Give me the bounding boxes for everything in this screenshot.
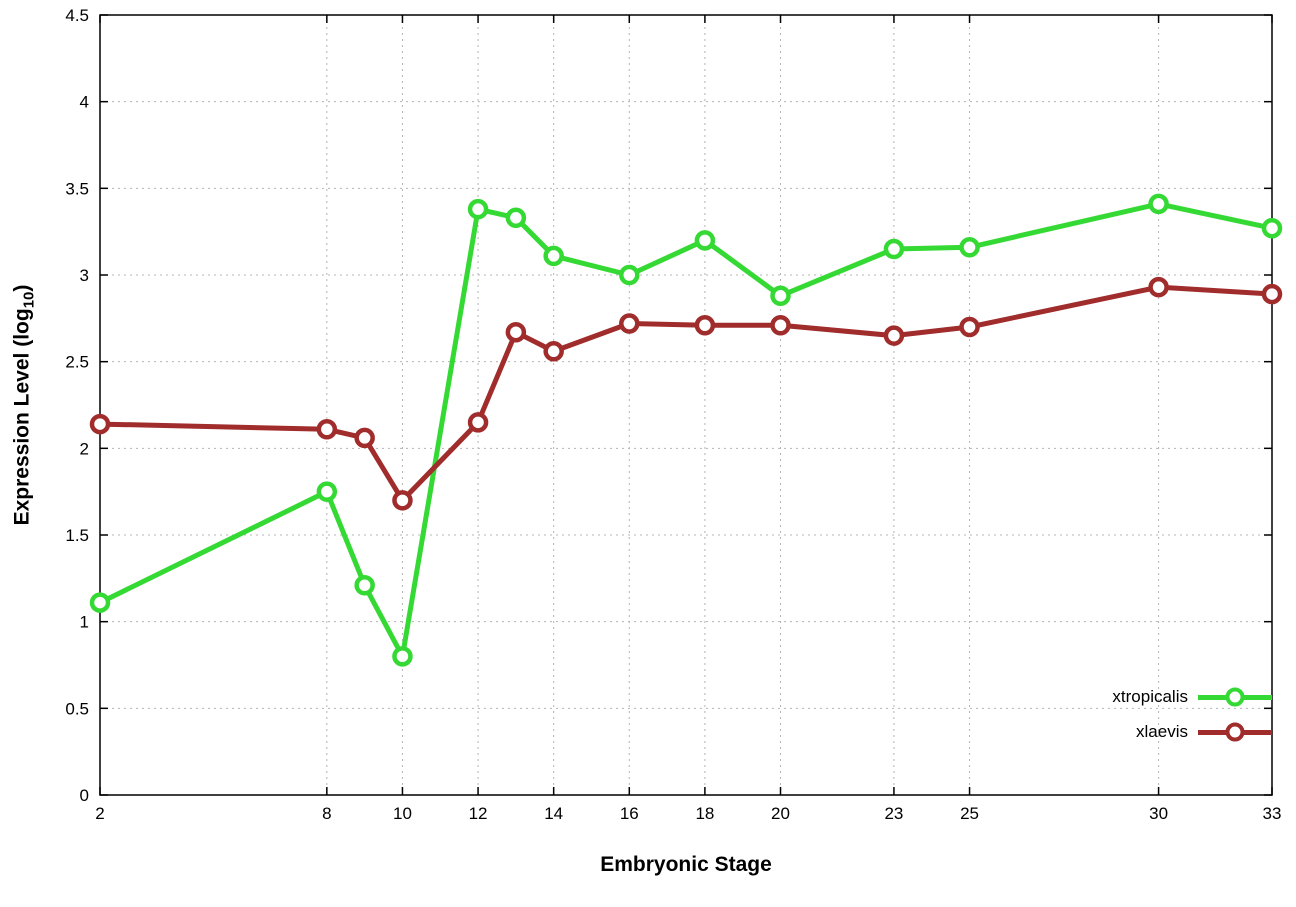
data-point-xlaevis — [392, 490, 413, 511]
y-tick-label: 0 — [80, 786, 89, 805]
x-tick-label: 2 — [95, 804, 104, 823]
series-line-xlaevis — [97, 284, 1275, 503]
data-point-xlaevis — [505, 321, 527, 343]
series-line-xtropicalis — [97, 201, 1275, 659]
data-point-xlaevis — [1261, 283, 1283, 305]
data-point-xtropicalis — [89, 592, 111, 613]
data-point-xtropicalis — [316, 481, 338, 502]
y-tick-label: 3.5 — [65, 179, 89, 198]
data-point-xlaevis — [89, 413, 111, 435]
data-point-xtropicalis — [543, 245, 564, 267]
data-point-xtropicalis — [619, 264, 640, 286]
y-axis-label-close: ) — [10, 284, 34, 292]
y-tick-label: 3 — [80, 266, 89, 285]
data-point-xtropicalis — [770, 285, 791, 307]
x-tick-label: 10 — [393, 804, 412, 823]
y-axis-label-subscript: 10 — [20, 291, 38, 309]
x-tick-label: 16 — [620, 804, 639, 823]
y-tick-label: 4.5 — [65, 6, 89, 25]
legend-item-xtropicalis: xtropicalis — [1112, 684, 1272, 710]
x-axis-label: Embryonic Stage — [600, 853, 772, 876]
x-tick-label: 20 — [771, 804, 790, 823]
data-point-xtropicalis — [883, 238, 905, 260]
y-axis-label-text: Expression Level (log — [10, 308, 34, 526]
data-point-xlaevis — [619, 313, 640, 334]
legend-label: xtropicalis — [1112, 687, 1188, 706]
y-tick-label: 4 — [80, 93, 89, 112]
legend-swatch-line-point-icon — [1198, 685, 1272, 709]
y-tick-label: 2 — [80, 439, 89, 458]
legend-label: xlaevis — [1136, 722, 1188, 741]
x-tick-label: 30 — [1149, 804, 1168, 823]
x-tick-label: 33 — [1263, 804, 1282, 823]
data-point-xlaevis — [959, 316, 980, 338]
data-point-xtropicalis — [1148, 193, 1169, 215]
data-point-xlaevis — [354, 427, 375, 449]
x-tick-label: 23 — [884, 804, 903, 823]
data-point-xtropicalis — [392, 646, 413, 667]
y-tick-label: 1.5 — [65, 526, 89, 545]
y-tick-label: 2.5 — [65, 353, 89, 372]
data-point-xtropicalis — [694, 230, 716, 251]
data-point-xlaevis — [1148, 276, 1169, 298]
data-point-xlaevis — [770, 315, 791, 336]
x-tick-label: 8 — [322, 804, 331, 823]
data-point-xlaevis — [883, 325, 905, 346]
y-axis-label: Expression Level (log10) — [10, 285, 37, 526]
data-point-xlaevis — [543, 341, 564, 362]
legend: xtropicalis xlaevis — [1112, 684, 1272, 745]
data-point-xtropicalis — [467, 198, 489, 220]
data-point-xlaevis — [694, 315, 716, 336]
x-tick-label: 14 — [544, 804, 563, 823]
y-tick-label: 1 — [80, 613, 89, 632]
data-point-xlaevis — [467, 412, 489, 433]
data-point-xlaevis — [316, 419, 338, 440]
data-point-xtropicalis — [354, 575, 375, 596]
data-point-xtropicalis — [1261, 217, 1283, 239]
x-tick-label: 18 — [695, 804, 714, 823]
data-point-xtropicalis — [959, 237, 980, 258]
legend-item-xlaevis: xlaevis — [1112, 719, 1272, 745]
y-tick-label: 0.5 — [65, 699, 89, 718]
x-tick-label: 12 — [469, 804, 488, 823]
x-tick-label: 25 — [960, 804, 979, 823]
data-point-xtropicalis — [505, 207, 527, 229]
legend-swatch-line-point-icon — [1198, 720, 1272, 744]
